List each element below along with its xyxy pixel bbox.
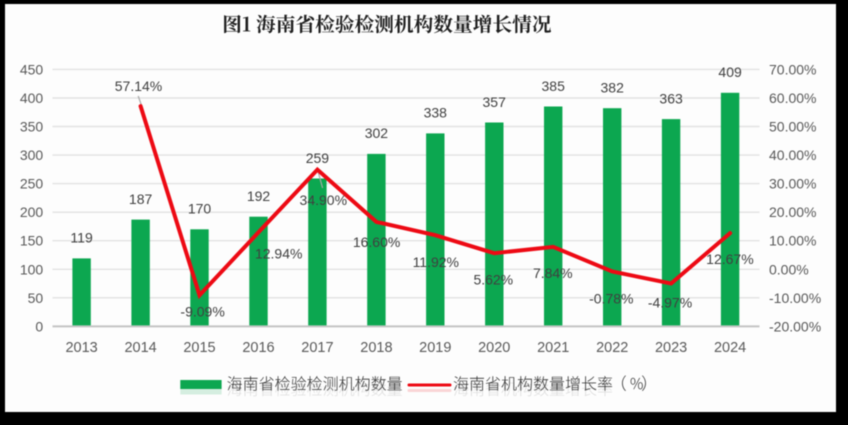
- svg-text:363: 363: [659, 90, 683, 106]
- svg-text:7.84%: 7.84%: [533, 265, 573, 281]
- svg-text:409: 409: [718, 64, 742, 80]
- svg-text:2024: 2024: [714, 340, 746, 356]
- svg-text:382: 382: [601, 80, 625, 96]
- svg-text:57.14%: 57.14%: [115, 78, 162, 94]
- svg-text:11.92%: 11.92%: [413, 254, 459, 270]
- svg-text:30.00%: 30.00%: [769, 176, 816, 192]
- svg-text:2014: 2014: [124, 340, 156, 356]
- svg-text:-10.00%: -10.00%: [769, 290, 821, 306]
- svg-text:50: 50: [28, 290, 44, 306]
- svg-text:50.00%: 50.00%: [769, 119, 816, 135]
- svg-text:150: 150: [20, 233, 44, 249]
- svg-text:60.00%: 60.00%: [769, 90, 816, 106]
- svg-text:385: 385: [542, 78, 566, 94]
- svg-text:-0.78%: -0.78%: [589, 291, 633, 307]
- svg-text:70.00%: 70.00%: [769, 61, 816, 77]
- svg-text:187: 187: [129, 191, 153, 207]
- svg-text:16.60%: 16.60%: [353, 234, 400, 250]
- svg-text:400: 400: [20, 90, 44, 106]
- svg-text:2015: 2015: [183, 340, 215, 356]
- svg-text:2020: 2020: [478, 340, 510, 356]
- svg-text:357: 357: [483, 94, 507, 110]
- svg-text:12.67%: 12.67%: [706, 251, 753, 267]
- svg-text:2023: 2023: [655, 340, 687, 356]
- svg-text:170: 170: [188, 201, 212, 217]
- svg-text:450: 450: [20, 61, 44, 77]
- svg-text:34.90%: 34.90%: [300, 192, 347, 208]
- svg-text:20.00%: 20.00%: [769, 204, 816, 220]
- svg-text:119: 119: [70, 230, 93, 246]
- svg-text:2019: 2019: [419, 340, 451, 356]
- svg-text:0.00%: 0.00%: [769, 261, 809, 277]
- svg-text:302: 302: [365, 125, 389, 141]
- svg-text:-4.97%: -4.97%: [648, 295, 692, 311]
- svg-text:5.62%: 5.62%: [473, 272, 513, 288]
- svg-text:12.94%: 12.94%: [255, 245, 302, 261]
- svg-text:259: 259: [306, 150, 330, 166]
- svg-text:2021: 2021: [537, 340, 569, 356]
- svg-text:192: 192: [247, 188, 271, 204]
- svg-text:250: 250: [20, 176, 44, 192]
- svg-text:300: 300: [20, 147, 44, 163]
- svg-text:2013: 2013: [65, 340, 97, 356]
- svg-text:2017: 2017: [301, 340, 333, 356]
- svg-text:2018: 2018: [360, 340, 392, 356]
- svg-text:350: 350: [20, 119, 44, 135]
- svg-text:338: 338: [424, 105, 448, 121]
- svg-text:-20.00%: -20.00%: [769, 318, 821, 334]
- svg-text:2022: 2022: [596, 340, 628, 356]
- svg-text:2016: 2016: [242, 340, 274, 356]
- svg-text:200: 200: [20, 204, 44, 220]
- svg-text:0: 0: [35, 318, 43, 334]
- svg-text:100: 100: [20, 261, 44, 277]
- svg-text:10.00%: 10.00%: [769, 233, 816, 249]
- svg-text:40.00%: 40.00%: [769, 147, 816, 163]
- svg-text:-9.09%: -9.09%: [180, 303, 224, 319]
